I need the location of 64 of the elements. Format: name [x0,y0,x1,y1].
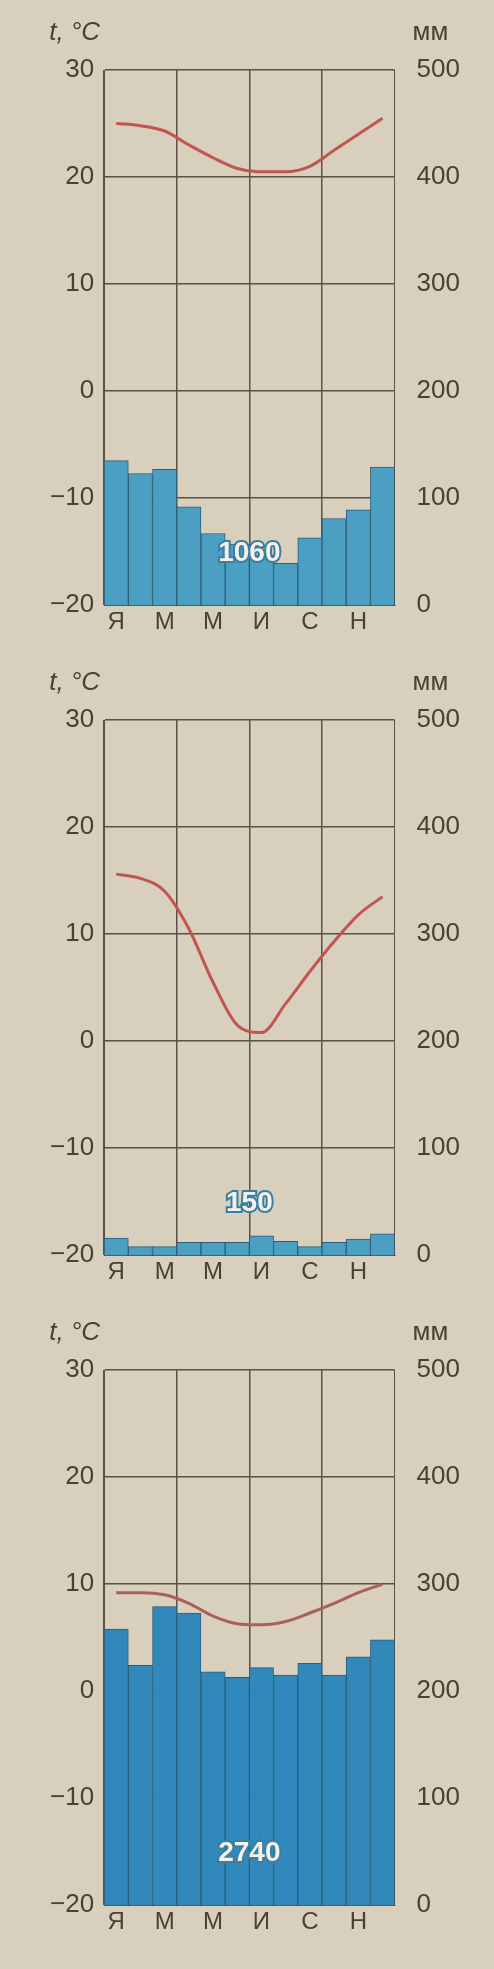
x-tick-label: М [203,1907,224,1935]
y-tick-label: −20 [49,1888,95,1919]
y2-tick-label: 100 [416,1131,461,1162]
y2-tick-label: 500 [416,53,461,84]
y-tick-label: 20 [65,160,95,191]
x-tick-label: М [154,607,175,635]
y-tick-label: 30 [65,703,95,734]
y2-tick-label: 400 [416,810,461,841]
y2-tick-label: 500 [416,703,461,734]
y2-tick-label: 200 [416,374,461,405]
line-series [114,116,385,174]
y2-tick-label: 100 [416,1781,461,1812]
x-tick-label: Н [349,607,367,635]
y-axis-title: t, °C [49,1316,101,1347]
y2-axis-title: мм [412,16,449,47]
x-tick-label: М [154,1257,175,1285]
y-tick-label: 30 [65,1353,95,1384]
y-axis-title: t, °C [49,16,101,47]
x-tick-label: М [203,607,224,635]
y-tick-label: 10 [65,917,95,948]
x-tick-label: Я [107,1257,125,1285]
line-series [114,1582,385,1627]
x-tick-label: И [252,607,271,635]
x-tick-label: М [154,1907,175,1935]
x-tick-label: Я [107,1907,125,1935]
x-tick-label: М [203,1257,224,1285]
y-tick-label: −20 [49,1238,95,1269]
y2-tick-label: 200 [416,1674,461,1705]
x-tick-label: С [301,607,319,635]
y2-tick-label: 0 [416,1888,432,1919]
y2-tick-label: 100 [416,481,461,512]
y-tick-label: 20 [65,810,95,841]
line-series [114,872,385,1035]
annotation: 2740 [218,1836,281,1868]
x-tick-label: С [301,1907,319,1935]
y-tick-label: 0 [79,374,95,405]
x-tick-label: И [252,1907,271,1935]
y2-tick-label: 0 [416,1238,432,1269]
y2-axis-title: мм [412,1316,449,1347]
y-tick-label: 10 [65,267,95,298]
y-axis-title: t, °C [49,666,101,697]
y2-tick-label: 400 [416,160,461,191]
x-tick-label: Н [349,1907,367,1935]
y-tick-label: −10 [49,1781,95,1812]
y-tick-label: −20 [49,588,95,619]
y2-axis-title: мм [412,666,449,697]
x-tick-label: Н [349,1257,367,1285]
y-tick-label: 30 [65,53,95,84]
y-tick-label: 20 [65,1460,95,1491]
x-tick-label: И [252,1257,271,1285]
y2-tick-label: 200 [416,1024,461,1055]
y-tick-label: 0 [79,1024,95,1055]
y-tick-label: 0 [79,1674,95,1705]
y-tick-label: −10 [49,1131,95,1162]
x-tick-label: Я [107,607,125,635]
y2-tick-label: 500 [416,1353,461,1384]
y2-tick-label: 400 [416,1460,461,1491]
y2-tick-label: 300 [416,267,461,298]
y2-tick-label: 300 [416,1567,461,1598]
y2-tick-label: 0 [416,588,432,619]
y-tick-label: 10 [65,1567,95,1598]
y2-tick-label: 300 [416,917,461,948]
x-tick-label: С [301,1257,319,1285]
y-tick-label: −10 [49,481,95,512]
